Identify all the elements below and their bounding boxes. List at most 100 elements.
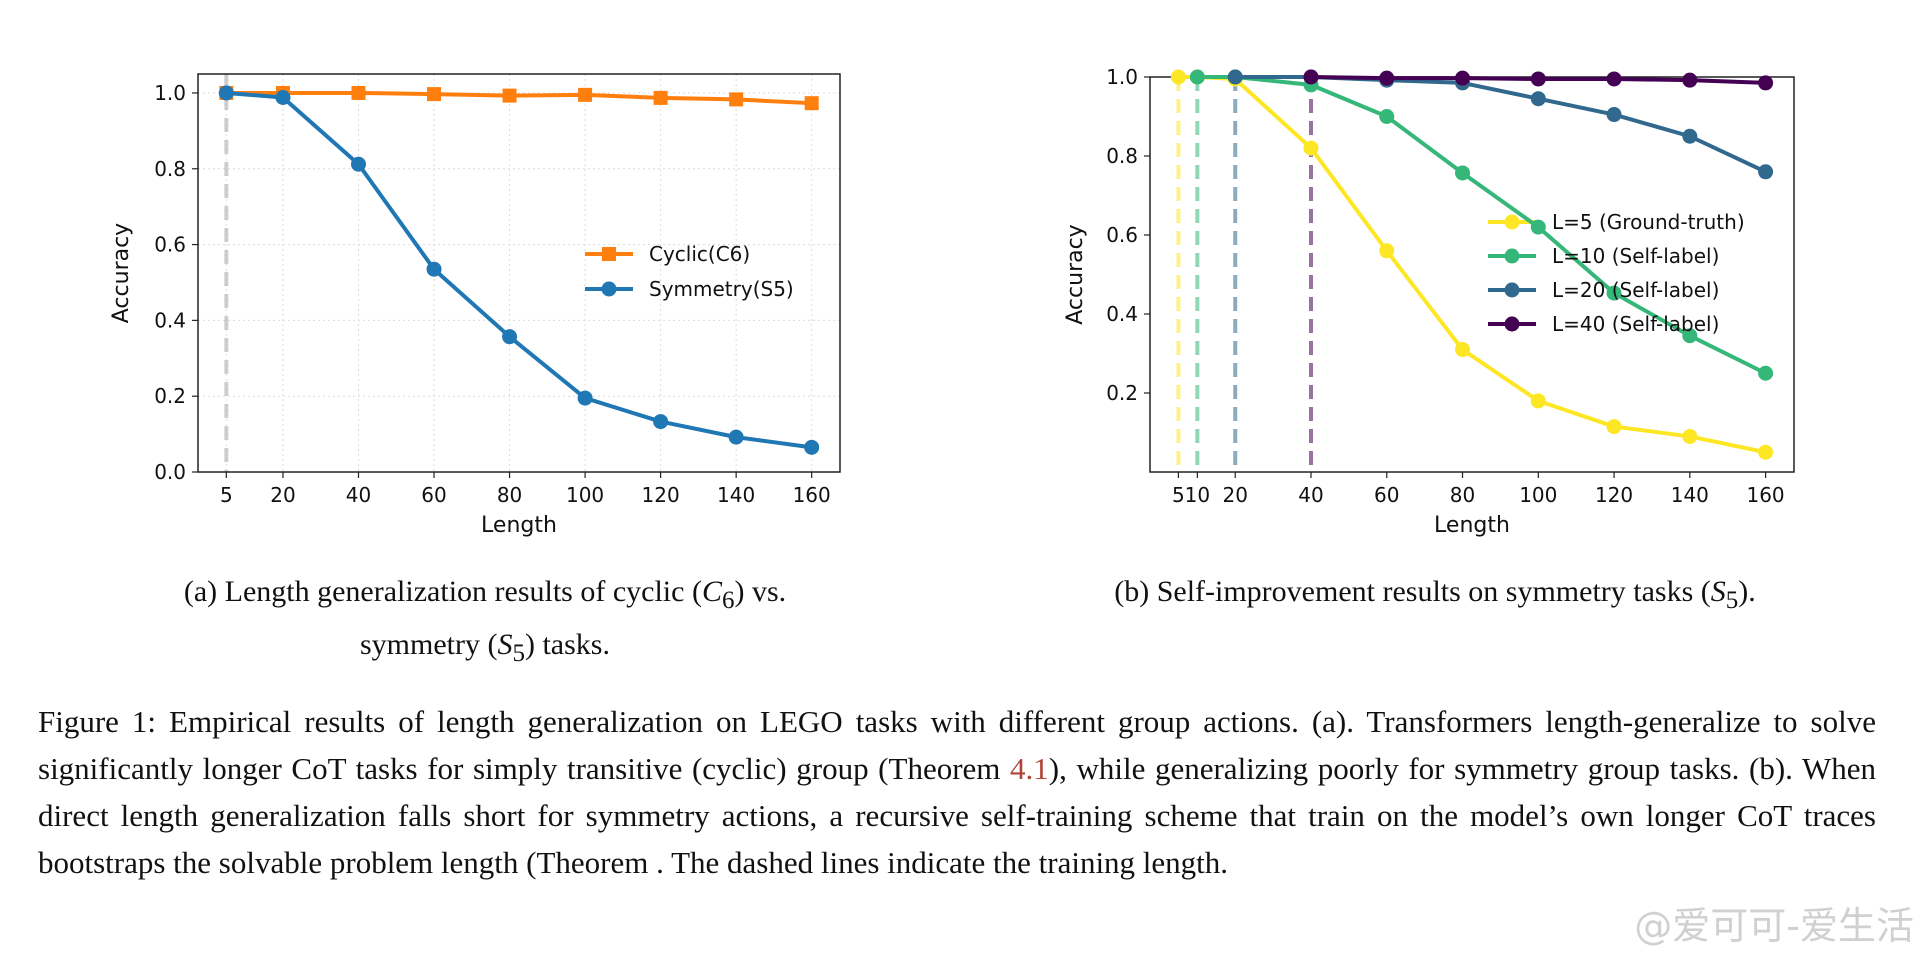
data-point [1606,71,1622,87]
y-tick-label: 0.8 [1106,144,1138,168]
data-point [1455,342,1471,358]
x-tick-label: 120 [1595,483,1633,507]
data-point [1189,69,1205,85]
x-tick-label: 160 [793,483,831,507]
figure-caption: Figure 1: Empirical results of length ge… [38,698,1876,886]
data-point [351,156,366,172]
y-tick-label: 0.4 [154,308,186,332]
data-point [1530,71,1546,87]
legend-marker [1504,214,1520,230]
data-point [1606,107,1622,123]
data-point [578,87,593,102]
x-tick-label: 5 [220,483,233,507]
data-point [1379,243,1395,259]
theorem-ref-link[interactable]: 4.1 [1010,751,1049,786]
y-tick-label: 1.0 [154,81,186,105]
legend-label: L=10 (Self-label) [1552,244,1719,268]
series-line-1 [226,90,812,450]
data-point [804,96,819,111]
data-point [1682,128,1698,144]
x-axis-title: Length [1434,513,1510,538]
y-tick-label: 1.0 [1106,65,1138,89]
x-tick-label: 20 [270,483,295,507]
data-point [1606,285,1622,301]
x-tick-label: 5 [1172,483,1185,507]
chart-b: 5 10 20 40 60 80 100 120 140 160 0.2 0.4 0.6 0.8 1.0 Le… [1063,65,1795,538]
data-point [1682,72,1698,88]
plot-frame [197,73,841,473]
data-point [1530,219,1546,235]
data-point [1758,164,1774,180]
data-point [218,85,234,101]
data-point [427,87,442,102]
data-point [804,439,820,455]
data-point [729,92,744,107]
data-point [502,88,517,103]
data-point [577,390,593,406]
data-point [1170,69,1186,85]
data-point [653,414,669,430]
data-point [1455,70,1471,86]
x-tick-label: 140 [1671,483,1709,507]
x-axis-title: Length [481,513,557,538]
data-point [502,329,518,345]
y-axis-title: Accuracy [109,223,134,323]
y-tick-label: 0.2 [1106,381,1138,405]
caption-a: (a) Length generalization results of cyc… [60,570,910,676]
data-point [1227,69,1243,85]
y-tick-label: 0.4 [1106,302,1138,326]
y-tick-label: 0.6 [154,233,186,257]
x-tick-label: 10 [1185,483,1210,507]
legend-label: Cyclic(C6) [649,242,750,266]
data-point [275,90,291,106]
data-point [1303,140,1319,156]
data-point [1758,444,1774,460]
data-point [1379,109,1395,124]
caption-a-math: C [701,575,722,608]
legend-label: L=40 (Self-label) [1552,312,1719,336]
data-point [1530,393,1546,409]
data-point [1682,428,1698,444]
data-point [728,429,744,445]
x-tick-label: 120 [642,483,680,507]
data-point [1606,419,1622,435]
x-tick-label: 100 [1519,483,1557,507]
data-point [1379,70,1395,86]
x-tick-label: 80 [1450,483,1475,507]
data-point [1682,328,1698,344]
x-tick-label: 20 [1223,483,1248,507]
caption-b-sub: 5 [1725,587,1739,614]
caption-a-line2: symmetry ( [360,628,498,661]
x-tick-label: 80 [497,483,522,507]
caption-b: (b) Self-improvement results on symmetry… [960,570,1910,623]
legend-label: L=20 (Self-label) [1552,278,1719,302]
caption-b-end: ). [1738,575,1756,608]
x-tick-label: 60 [1374,483,1399,507]
caption-a-sub: 6 [721,587,735,614]
watermark: @爱可可-爱生活 [1634,904,1914,948]
figure-charts: 5 20 40 60 80 100 120 140 160 0.0 0.2 0.4 0.6 0.8 1.0 L… [109,65,1795,538]
x-tick-label: 160 [1746,483,1784,507]
caption-a-math2: S [497,628,513,661]
legend-marker [1504,248,1520,264]
legend-marker [1504,282,1520,298]
x-tick-label: 40 [1298,483,1323,507]
x-tick-label: 140 [717,483,755,507]
series-line-0 [226,90,812,106]
x-tick-label: 100 [566,483,604,507]
data-point [426,261,442,277]
y-tick-label: 0.2 [154,384,186,408]
data-point [653,90,668,105]
caption-a-line2-end: ) tasks. [524,628,610,661]
caption-b-math: S [1710,575,1726,608]
legend-label: L=5 (Ground-truth) [1552,210,1745,234]
data-point [1758,75,1774,91]
figure-caption-text-2: ), while generalizing poorly for symmetr… [38,751,1877,880]
legend-label: Symmetry(S5) [649,277,794,301]
legend-marker [602,247,616,261]
legend-marker [601,281,617,297]
y-tick-label: 0.6 [1106,223,1138,247]
y-tick-label: 0.8 [154,157,186,181]
data-point [1530,91,1546,107]
caption-b-text: (b) Self-improvement results on symmetry… [1114,575,1711,608]
